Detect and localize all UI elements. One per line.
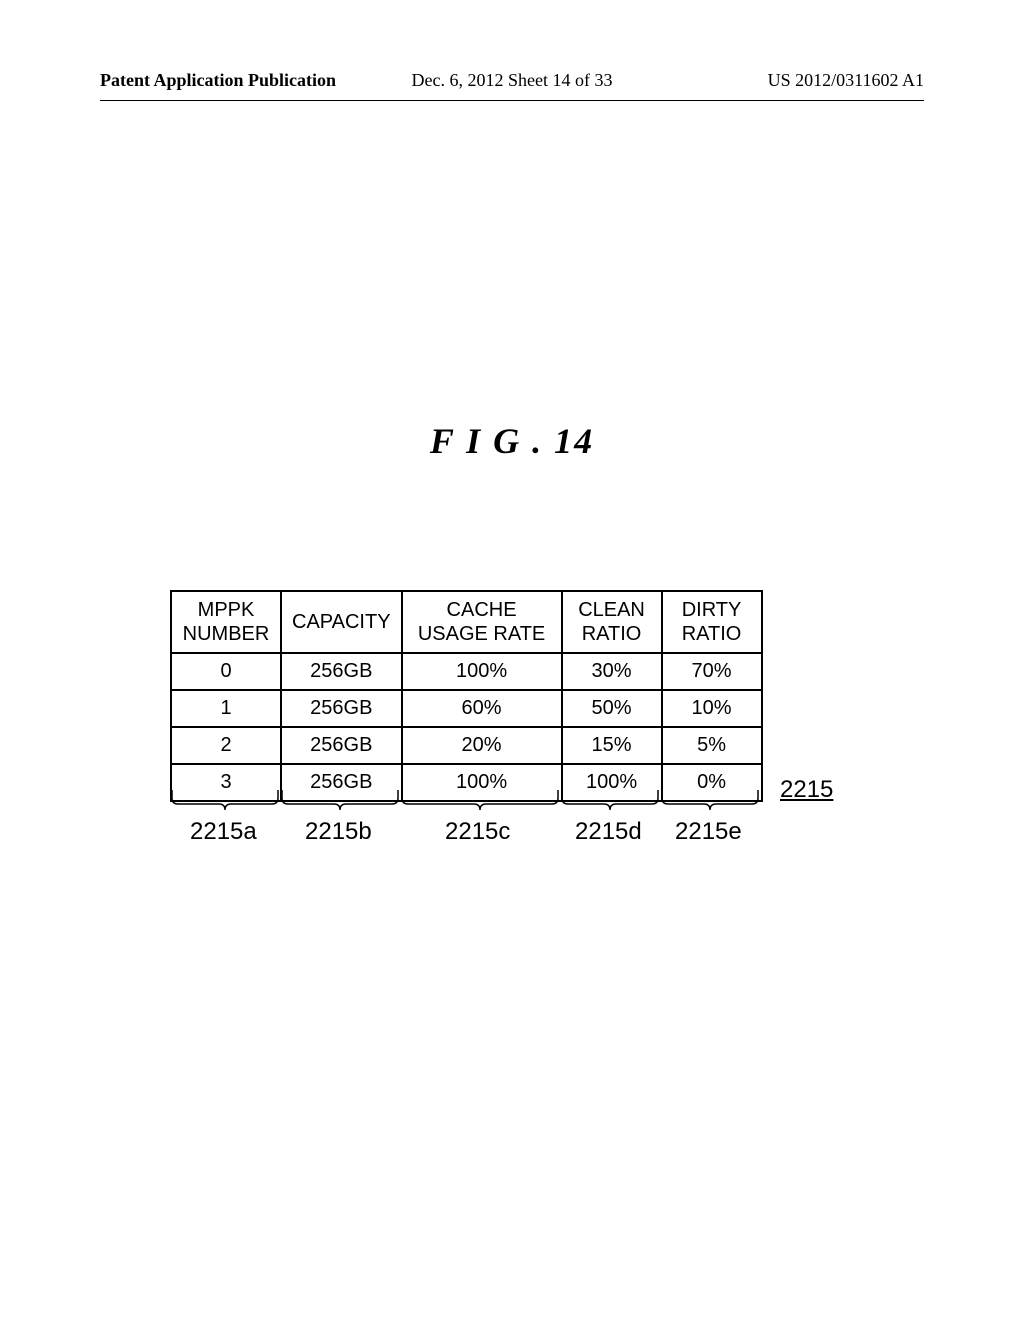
header-left: Patent Application Publication — [100, 70, 336, 91]
page-header: Patent Application Publication Dec. 6, 2… — [0, 70, 1024, 91]
cell-capacity: 256GB — [281, 690, 402, 727]
cell-dirty: 70% — [662, 653, 762, 690]
cell-cache: 20% — [402, 727, 562, 764]
col-header-capacity: CAPACITY — [281, 591, 402, 653]
col-header-cache: CACHE USAGE RATE — [402, 591, 562, 653]
column-brackets-icon — [170, 790, 760, 815]
table-row: 0 256GB 100% 30% 70% — [171, 653, 762, 690]
column-ref-label: 2215e — [675, 818, 742, 846]
cache-usage-table-container: MPPK NUMBER CAPACITY CACHE USAGE RATE CL… — [170, 590, 763, 802]
cell-clean: 30% — [562, 653, 662, 690]
table-row: 2 256GB 20% 15% 5% — [171, 727, 762, 764]
cell-mppk: 2 — [171, 727, 281, 764]
table-header-row: MPPK NUMBER CAPACITY CACHE USAGE RATE CL… — [171, 591, 762, 653]
header-right: US 2012/0311602 A1 — [768, 70, 924, 91]
cell-clean: 15% — [562, 727, 662, 764]
cache-usage-table: MPPK NUMBER CAPACITY CACHE USAGE RATE CL… — [170, 590, 763, 802]
col-header-mppk: MPPK NUMBER — [171, 591, 281, 653]
cell-capacity: 256GB — [281, 653, 402, 690]
header-rule — [100, 100, 924, 101]
column-ref-label: 2215d — [575, 818, 642, 846]
header-center: Dec. 6, 2012 Sheet 14 of 33 — [412, 70, 613, 91]
cell-dirty: 10% — [662, 690, 762, 727]
cell-mppk: 0 — [171, 653, 281, 690]
table-row: 1 256GB 60% 50% 10% — [171, 690, 762, 727]
cell-mppk: 1 — [171, 690, 281, 727]
col-header-clean: CLEAN RATIO — [562, 591, 662, 653]
cell-cache: 100% — [402, 653, 562, 690]
col-header-dirty: DIRTY RATIO — [662, 591, 762, 653]
column-labels-container: 2215a 2215b 2215c 2215d 2215e — [170, 790, 760, 850]
table-reference-number: 2215 — [780, 776, 833, 804]
cell-clean: 50% — [562, 690, 662, 727]
column-ref-label: 2215b — [305, 818, 372, 846]
column-ref-label: 2215c — [445, 818, 510, 846]
cell-capacity: 256GB — [281, 727, 402, 764]
cell-dirty: 5% — [662, 727, 762, 764]
column-ref-label: 2215a — [190, 818, 257, 846]
cell-cache: 60% — [402, 690, 562, 727]
figure-title: F I G . 14 — [0, 420, 1024, 462]
